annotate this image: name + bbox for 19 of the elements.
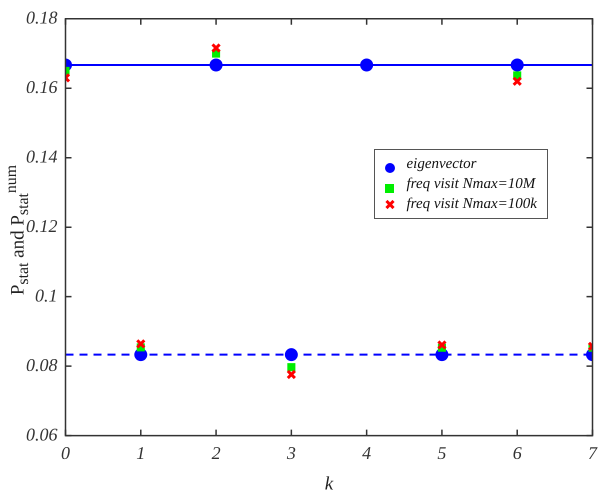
legend-label: freq visit Nmax=10M bbox=[406, 174, 536, 194]
legend-label: eigenvector bbox=[406, 154, 476, 174]
y-tick-label: 0.08 bbox=[26, 354, 58, 375]
x-tick-label: 7 bbox=[588, 443, 598, 464]
y-tick-label: 0.16 bbox=[26, 77, 58, 97]
legend-label: freq visit Nmax=100k bbox=[406, 194, 537, 214]
x-tick-label: 0 bbox=[61, 443, 70, 464]
y-tick-label: 0.1 bbox=[35, 285, 58, 306]
x-tick-label: 6 bbox=[512, 443, 522, 464]
x-tick-label: 4 bbox=[362, 443, 372, 464]
x-axis-title: k bbox=[324, 474, 334, 495]
y-tick-label: 0.12 bbox=[26, 216, 58, 236]
x-tick-label: 3 bbox=[286, 443, 296, 464]
y-tick-label: 0.06 bbox=[26, 424, 58, 444]
x-tick-label: 2 bbox=[212, 443, 221, 464]
x-tick-label: 5 bbox=[437, 443, 446, 464]
y-tick-label: 0.14 bbox=[26, 146, 58, 166]
x-tick-label: 1 bbox=[136, 443, 146, 464]
y-tick-label: 0.18 bbox=[26, 8, 58, 28]
